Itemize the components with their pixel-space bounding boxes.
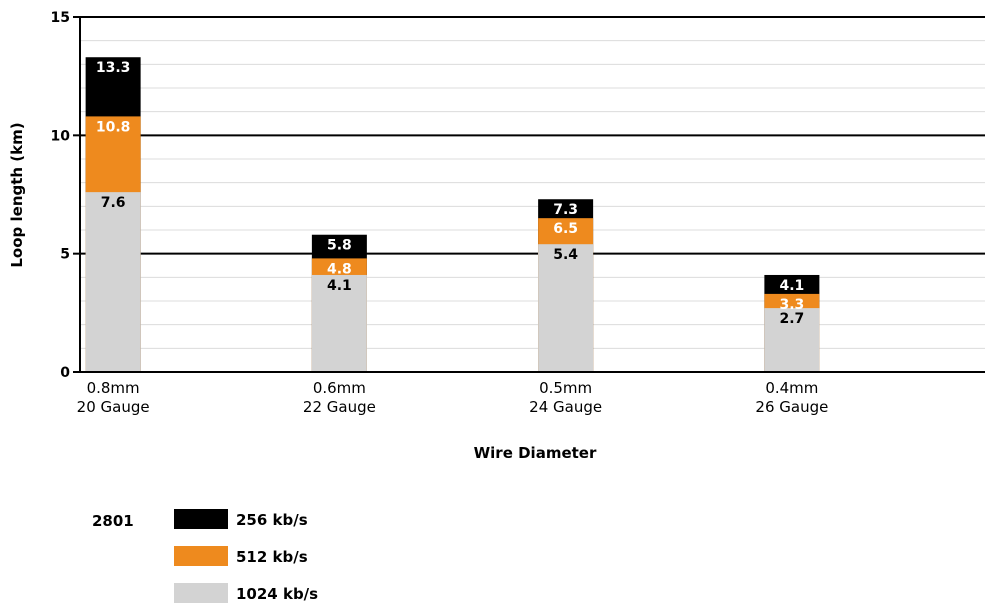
legend-swatch <box>174 546 228 566</box>
grid <box>80 16 985 349</box>
bar-segment <box>538 244 594 372</box>
x-category-label: 0.4mm 26 Gauge <box>755 379 828 416</box>
legend-swatch <box>174 583 228 603</box>
legend-swatch <box>174 509 228 529</box>
legend-label: 256 kb/s <box>236 511 308 529</box>
x-category-label: 0.5mm 24 Gauge <box>529 379 602 416</box>
bar-value-label: 6.5 <box>553 221 578 237</box>
y-tick-label: 5 <box>60 247 70 263</box>
bar-segment <box>311 274 367 372</box>
y-tick-label: 0 <box>60 365 70 381</box>
bar-value-label: 3.3 <box>779 297 804 313</box>
y-tick-label: 10 <box>51 128 71 144</box>
x-category-label: 0.8mm 20 Gauge <box>77 379 150 416</box>
bar-value-label: 7.3 <box>553 202 578 218</box>
bar-value-label: 4.8 <box>327 261 352 277</box>
bar-value-label: 7.6 <box>101 195 126 211</box>
legend-label: 1024 kb/s <box>236 585 318 603</box>
bar-segment <box>764 308 820 372</box>
bar-value-label: 13.3 <box>96 60 131 76</box>
x-axis-title: Wire Diameter <box>474 444 597 462</box>
bars: 7.610.813.34.14.85.85.46.57.32.73.34.1 <box>85 57 820 373</box>
bar-value-label: 10.8 <box>96 119 131 135</box>
legend-label: 512 kb/s <box>236 548 308 566</box>
y-tick-label: 15 <box>51 10 70 26</box>
bar-segment <box>85 192 141 372</box>
legend: 2801 256 kb/s 512 kb/s 1024 kb/s <box>92 509 318 603</box>
axes <box>79 17 985 373</box>
bar-value-label: 5.8 <box>327 238 352 254</box>
bar-value-label: 4.1 <box>779 278 804 294</box>
y-ticks: 0 5 10 15 <box>51 10 80 381</box>
bar-value-label: 2.7 <box>779 311 804 327</box>
legend-title: 2801 <box>92 512 134 530</box>
bar-value-label: 5.4 <box>553 247 578 263</box>
y-axis-title: Loop length (km) <box>8 122 26 267</box>
x-category-label: 0.6mm 22 Gauge <box>303 379 376 416</box>
x-categories: 0.8mm 20 Gauge 0.6mm 22 Gauge 0.5mm 24 Gauge 0… <box>77 379 829 416</box>
bar-value-label: 4.1 <box>327 278 352 294</box>
